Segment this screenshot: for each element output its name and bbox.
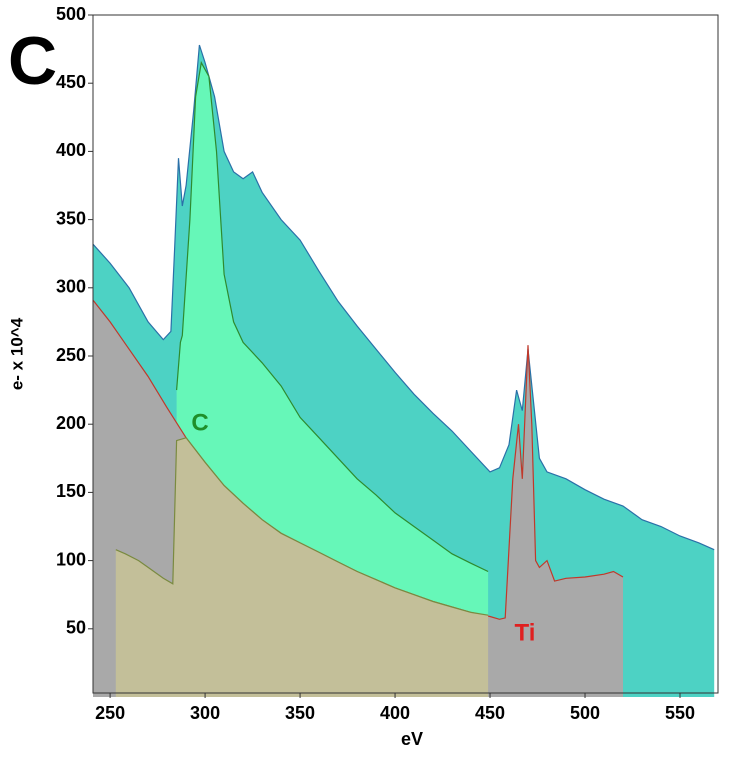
x-tick-label: 500 <box>570 703 600 723</box>
annotation: Ti <box>515 619 536 646</box>
y-tick-label: 450 <box>56 72 86 92</box>
area-outline <box>92 44 715 551</box>
y-tick-label: 250 <box>56 345 86 365</box>
y-tick-label: 200 <box>56 413 86 433</box>
annotation: C <box>191 409 208 436</box>
area-outline <box>115 437 489 616</box>
area-outline <box>176 60 489 573</box>
y-tick-label: 500 <box>56 4 86 24</box>
panel-label: C <box>8 23 57 99</box>
plot-frame <box>92 14 719 694</box>
x-tick-label: 350 <box>285 703 315 723</box>
x-tick-label: 250 <box>95 703 125 723</box>
y-tick-label: 50 <box>66 618 86 638</box>
x-tick-label: 550 <box>665 703 695 723</box>
y-tick-label: 100 <box>56 549 86 569</box>
y-tick-label: 300 <box>56 277 86 297</box>
x-axis-label: eV <box>401 729 423 749</box>
area <box>115 437 489 697</box>
x-tick-label: 400 <box>380 703 410 723</box>
y-tick-label: 400 <box>56 140 86 160</box>
y-tick-label: 150 <box>56 481 86 501</box>
y-tick-label: 350 <box>56 208 86 228</box>
x-tick-label: 300 <box>190 703 220 723</box>
x-tick-label: 450 <box>475 703 505 723</box>
y-axis-label: e- x 10^4 <box>7 317 26 390</box>
